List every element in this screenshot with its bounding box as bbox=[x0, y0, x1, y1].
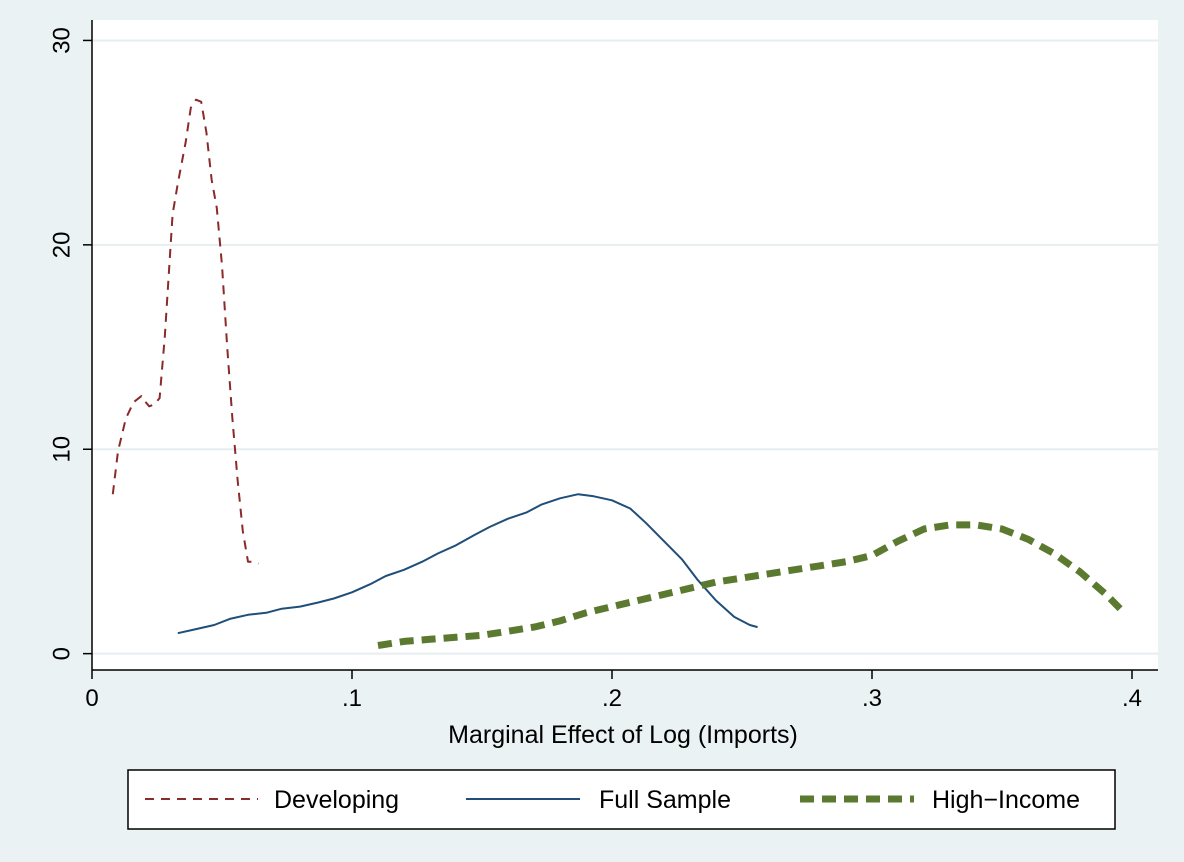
legend: Developing Full Sample High−Income bbox=[127, 769, 1116, 830]
x-tick-label-2: .2 bbox=[602, 685, 622, 712]
x-tick-label-0: 0 bbox=[85, 685, 98, 712]
plot-area bbox=[92, 20, 1158, 670]
series-line-0 bbox=[111, 98, 259, 565]
y-tick-label-1: 10 bbox=[49, 436, 76, 463]
legend-box bbox=[127, 769, 1116, 830]
grid-lines bbox=[92, 39, 1158, 655]
legend-label-1: Full Sample bbox=[599, 786, 731, 814]
x-axis-title: Marginal Effect of Log (Imports) bbox=[448, 721, 798, 749]
legend-label-0: Developing bbox=[274, 786, 399, 814]
axes: 0 10 20 30 0 .1 .2 .3 .4 bbox=[49, 20, 1158, 712]
series-layer bbox=[111, 98, 1127, 649]
y-tick-label-3: 30 bbox=[49, 27, 76, 54]
y-tick-label-2: 20 bbox=[49, 231, 76, 258]
series-line-2 bbox=[377, 521, 1127, 649]
legend-label-2: High−Income bbox=[932, 786, 1080, 814]
series-line-1 bbox=[177, 493, 758, 635]
y-tick-label-0: 0 bbox=[49, 647, 76, 660]
x-tick-label-4: .4 bbox=[1122, 685, 1142, 712]
x-tick-label-3: .3 bbox=[862, 685, 882, 712]
x-tick-label-1: .1 bbox=[342, 685, 362, 712]
